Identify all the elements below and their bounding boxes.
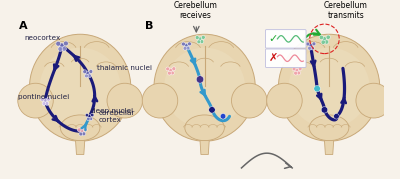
Circle shape xyxy=(198,37,202,41)
Circle shape xyxy=(166,67,170,71)
Circle shape xyxy=(184,43,188,47)
Text: B: B xyxy=(145,21,153,31)
Circle shape xyxy=(183,46,187,50)
Circle shape xyxy=(312,42,316,46)
Ellipse shape xyxy=(267,83,302,118)
Text: deep nuclei: deep nuclei xyxy=(91,108,133,114)
Circle shape xyxy=(172,67,176,71)
Circle shape xyxy=(84,74,88,78)
Ellipse shape xyxy=(309,115,349,141)
Circle shape xyxy=(220,113,226,119)
Circle shape xyxy=(309,43,312,47)
Text: ✓: ✓ xyxy=(268,34,278,44)
Circle shape xyxy=(83,128,87,132)
Ellipse shape xyxy=(30,34,131,141)
Circle shape xyxy=(188,42,192,46)
Text: cerebellar
cortex: cerebellar cortex xyxy=(98,110,135,123)
Ellipse shape xyxy=(60,115,100,141)
Circle shape xyxy=(202,35,205,39)
Circle shape xyxy=(209,107,215,113)
Polygon shape xyxy=(76,141,85,154)
Circle shape xyxy=(170,71,174,75)
Circle shape xyxy=(321,40,325,44)
Circle shape xyxy=(89,117,93,120)
Circle shape xyxy=(82,132,86,136)
Circle shape xyxy=(88,115,91,118)
Circle shape xyxy=(182,42,185,46)
Ellipse shape xyxy=(232,83,267,118)
Circle shape xyxy=(59,43,64,48)
Circle shape xyxy=(87,117,90,121)
Circle shape xyxy=(200,40,204,43)
Circle shape xyxy=(310,46,314,50)
Circle shape xyxy=(297,71,300,75)
Text: pontine nuclei: pontine nuclei xyxy=(18,94,70,100)
Ellipse shape xyxy=(288,48,370,128)
Polygon shape xyxy=(324,141,334,154)
Circle shape xyxy=(295,68,299,72)
Ellipse shape xyxy=(107,83,142,118)
Circle shape xyxy=(298,67,302,71)
Circle shape xyxy=(197,40,201,44)
Circle shape xyxy=(40,97,44,101)
Circle shape xyxy=(88,74,91,78)
Ellipse shape xyxy=(164,48,245,128)
Circle shape xyxy=(168,68,172,72)
Circle shape xyxy=(294,71,298,75)
Circle shape xyxy=(334,113,339,119)
Circle shape xyxy=(308,46,312,50)
Circle shape xyxy=(85,113,89,117)
Circle shape xyxy=(186,46,190,50)
Circle shape xyxy=(196,76,204,83)
Circle shape xyxy=(77,128,81,132)
Circle shape xyxy=(90,113,94,117)
Circle shape xyxy=(314,85,320,92)
Ellipse shape xyxy=(18,83,53,118)
Circle shape xyxy=(306,42,310,46)
Ellipse shape xyxy=(142,83,178,118)
Text: Cerebellum
receives: Cerebellum receives xyxy=(174,1,217,20)
Text: thalamic nuclei: thalamic nuclei xyxy=(97,65,152,71)
Circle shape xyxy=(168,71,171,75)
Ellipse shape xyxy=(185,115,224,141)
Ellipse shape xyxy=(278,34,380,141)
Text: neocortex: neocortex xyxy=(24,35,60,41)
Circle shape xyxy=(45,101,49,105)
Circle shape xyxy=(58,47,63,51)
Circle shape xyxy=(292,67,296,71)
Text: Cerebellum
transmits: Cerebellum transmits xyxy=(324,1,368,20)
Circle shape xyxy=(79,132,83,136)
Ellipse shape xyxy=(356,83,392,118)
Circle shape xyxy=(62,46,66,51)
Ellipse shape xyxy=(154,34,255,141)
Text: ✗: ✗ xyxy=(268,53,278,63)
Circle shape xyxy=(321,107,328,113)
Circle shape xyxy=(43,99,47,103)
Circle shape xyxy=(64,41,68,46)
Circle shape xyxy=(83,70,87,74)
Circle shape xyxy=(322,37,327,41)
Circle shape xyxy=(46,97,50,101)
Circle shape xyxy=(326,35,330,39)
Circle shape xyxy=(195,36,199,40)
FancyBboxPatch shape xyxy=(266,49,306,67)
Circle shape xyxy=(42,102,46,105)
Text: A: A xyxy=(19,21,28,31)
Circle shape xyxy=(324,40,329,44)
FancyBboxPatch shape xyxy=(266,30,306,48)
Ellipse shape xyxy=(40,48,121,128)
Circle shape xyxy=(56,41,61,46)
Circle shape xyxy=(80,129,84,133)
Circle shape xyxy=(319,35,324,40)
Circle shape xyxy=(89,70,93,73)
Circle shape xyxy=(86,71,90,75)
Polygon shape xyxy=(200,141,209,154)
